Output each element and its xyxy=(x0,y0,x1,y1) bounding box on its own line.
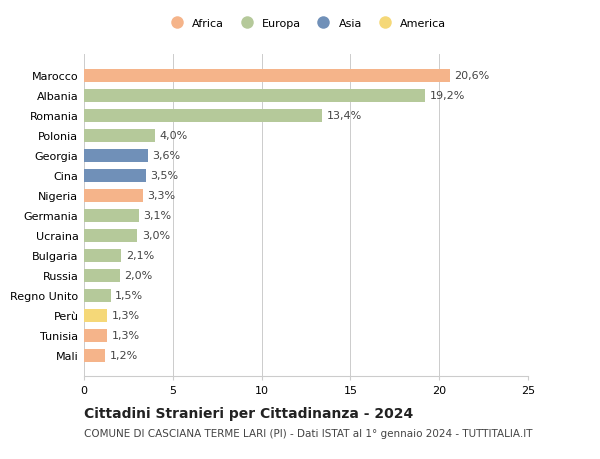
Text: 3,1%: 3,1% xyxy=(143,211,172,221)
Bar xyxy=(84,150,148,162)
Text: 3,0%: 3,0% xyxy=(142,231,170,241)
Text: COMUNE DI CASCIANA TERME LARI (PI) - Dati ISTAT al 1° gennaio 2024 - TUTTITALIA.: COMUNE DI CASCIANA TERME LARI (PI) - Dat… xyxy=(84,428,533,438)
Bar xyxy=(84,229,137,242)
Bar xyxy=(84,169,146,182)
Bar xyxy=(84,289,110,302)
Text: Cittadini Stranieri per Cittadinanza - 2024: Cittadini Stranieri per Cittadinanza - 2… xyxy=(84,406,413,420)
Bar xyxy=(84,309,107,322)
Bar xyxy=(84,70,450,83)
Text: 3,3%: 3,3% xyxy=(147,191,175,201)
Text: 1,5%: 1,5% xyxy=(115,291,143,301)
Legend: Africa, Europa, Asia, America: Africa, Europa, Asia, America xyxy=(163,16,449,32)
Bar xyxy=(84,90,425,102)
Text: 1,2%: 1,2% xyxy=(110,350,138,360)
Text: 20,6%: 20,6% xyxy=(454,71,490,81)
Text: 4,0%: 4,0% xyxy=(160,131,188,141)
Text: 1,3%: 1,3% xyxy=(112,330,140,340)
Text: 3,6%: 3,6% xyxy=(152,151,181,161)
Text: 3,5%: 3,5% xyxy=(151,171,179,181)
Bar xyxy=(84,129,155,142)
Bar xyxy=(84,249,121,262)
Bar xyxy=(84,329,107,342)
Text: 1,3%: 1,3% xyxy=(112,310,140,320)
Bar xyxy=(84,110,322,123)
Text: 2,0%: 2,0% xyxy=(124,270,152,280)
Text: 13,4%: 13,4% xyxy=(326,111,362,121)
Bar xyxy=(84,189,143,202)
Bar xyxy=(84,349,106,362)
Text: 19,2%: 19,2% xyxy=(430,91,465,101)
Bar xyxy=(84,209,139,222)
Text: 2,1%: 2,1% xyxy=(126,251,154,261)
Bar xyxy=(84,269,119,282)
